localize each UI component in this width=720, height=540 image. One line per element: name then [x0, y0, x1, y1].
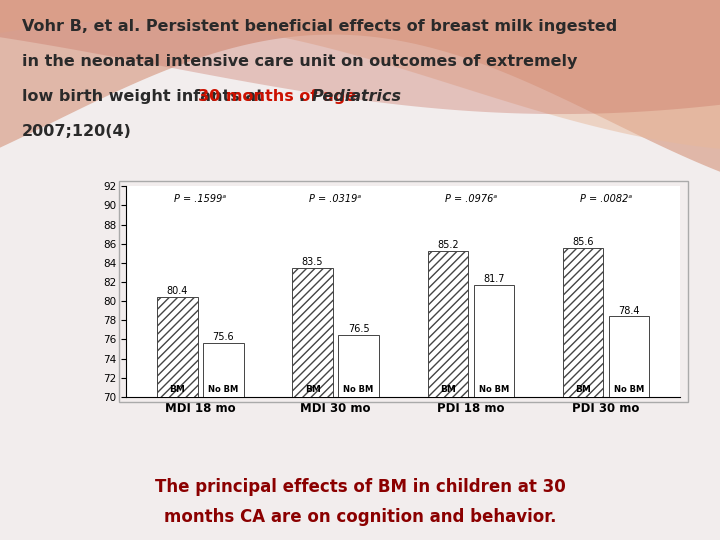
Bar [157, 298, 198, 397]
Text: 81.7: 81.7 [483, 274, 505, 284]
Bar [203, 343, 243, 397]
Text: 83.5: 83.5 [302, 256, 323, 267]
Text: No BM: No BM [614, 385, 644, 394]
Polygon shape [0, 0, 720, 114]
Text: 75.6: 75.6 [212, 332, 234, 342]
Bar [563, 247, 603, 397]
Text: BM: BM [575, 385, 591, 394]
Text: 2007;120(4): 2007;120(4) [22, 124, 132, 139]
Text: BM: BM [440, 385, 456, 394]
Text: 30 months of age: 30 months of age [198, 89, 356, 104]
Polygon shape [0, 0, 720, 149]
Text: 85.2: 85.2 [437, 240, 459, 251]
Bar [428, 252, 468, 397]
Text: P = .1599ᵃ: P = .1599ᵃ [174, 194, 227, 204]
Text: 78.4: 78.4 [618, 306, 640, 315]
Text: Pediatrics: Pediatrics [312, 89, 402, 104]
Bar [474, 285, 514, 397]
Bar [338, 335, 379, 397]
Text: in the neonatal intensive care unit on outcomes of extremely: in the neonatal intensive care unit on o… [22, 54, 577, 69]
Text: 85.6: 85.6 [572, 237, 594, 247]
Text: BM: BM [305, 385, 320, 394]
Text: Vohr B, et al. Persistent beneficial effects of breast milk ingested: Vohr B, et al. Persistent beneficial eff… [22, 19, 617, 34]
Text: 80.4: 80.4 [167, 286, 188, 296]
Text: 76.5: 76.5 [348, 323, 369, 334]
Text: P = .0082ᵃ: P = .0082ᵃ [580, 194, 632, 204]
Text: months CA are on cognition and behavior.: months CA are on cognition and behavior. [163, 508, 557, 525]
Text: No BM: No BM [208, 385, 238, 394]
Text: P = .0976ᵃ: P = .0976ᵃ [445, 194, 497, 204]
Text: low birth weight infants at: low birth weight infants at [22, 89, 269, 104]
Text: .: . [299, 89, 310, 104]
Text: No BM: No BM [343, 385, 374, 394]
Text: BM: BM [169, 385, 185, 394]
Bar [608, 316, 649, 397]
Polygon shape [0, 0, 720, 172]
Text: P = .0319ᵃ: P = .0319ᵃ [310, 194, 361, 204]
Text: The principal effects of BM in children at 30: The principal effects of BM in children … [155, 478, 565, 496]
Bar [292, 268, 333, 397]
Text: No BM: No BM [479, 385, 509, 394]
